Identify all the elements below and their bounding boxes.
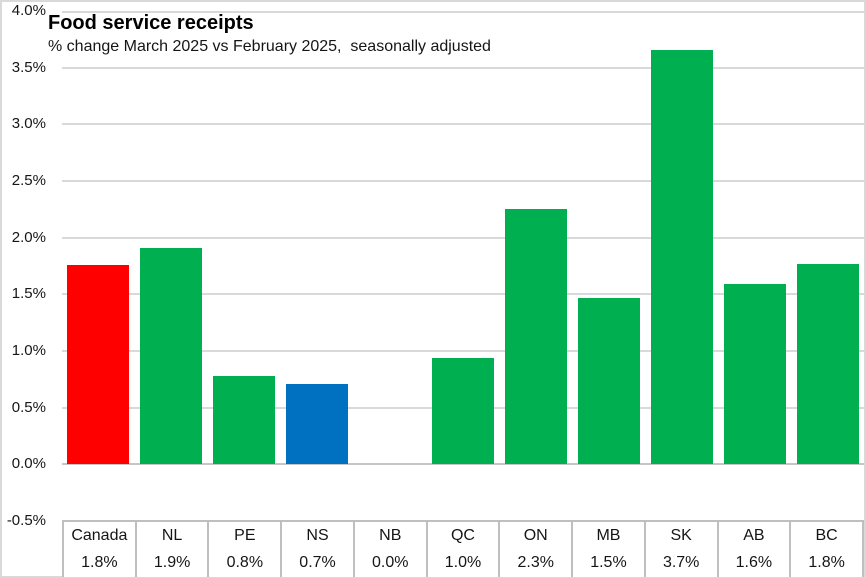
y-axis-tick-label: 0.0%	[11, 455, 46, 473]
table-category-bc: BC	[791, 522, 864, 550]
table-value-qc: 1.0%	[428, 549, 501, 577]
table-category-mb: MB	[573, 522, 646, 550]
x-axis-zero-line	[62, 463, 864, 466]
bar-on	[504, 209, 567, 465]
y-axis-tick-label: 4.0%	[11, 2, 46, 19]
table-category-ab: AB	[719, 522, 792, 550]
bar-sk	[650, 49, 713, 465]
table-category-nl: NL	[137, 522, 210, 550]
chart-title: Food service receipts	[48, 12, 254, 34]
bar-mb	[577, 297, 640, 465]
table-category-ns: NS	[282, 522, 355, 550]
data-table: Canada NL PE NS NB QC ON MB SK AB BC 1.8% 1.9% 0.8% 0.…	[62, 520, 864, 577]
y-axis-tick-label: 0.5%	[11, 398, 46, 416]
gridline	[62, 236, 864, 239]
table-value-nb: 0.0%	[355, 549, 428, 577]
table-value-sk: 3.7%	[646, 549, 719, 577]
table-value-on: 2.3%	[500, 549, 574, 577]
table-value-nl: 1.9%	[137, 549, 210, 577]
y-axis-tick-label: 3.5%	[11, 58, 46, 76]
y-axis-tick-label: 1.5%	[11, 285, 46, 303]
table-value-ab: 1.6%	[719, 549, 792, 577]
gridline	[62, 180, 864, 182]
gridline	[62, 11, 864, 13]
chart-subtitle: % change March 2025 vs February 2025, se…	[48, 38, 491, 55]
bar-ns	[286, 383, 349, 465]
bar-ab	[723, 284, 786, 465]
gridline	[62, 123, 864, 126]
table-category-on: ON	[500, 522, 574, 550]
table-value-ns: 0.7%	[282, 549, 355, 577]
y-axis-tick-label: -0.5%	[6, 512, 46, 529]
y-axis-tick-label: 3.0%	[11, 115, 46, 133]
gridline	[62, 350, 864, 352]
gridline	[62, 293, 864, 296]
bar-qc	[432, 357, 494, 465]
bar-pe	[213, 375, 276, 465]
table-category-pe: PE	[209, 522, 283, 550]
plot-area	[62, 11, 864, 522]
bar-canada	[67, 264, 130, 465]
table-value-pe: 0.8%	[209, 549, 283, 577]
table-category-nb: NB	[355, 522, 428, 550]
y-axis-tick-label: 2.5%	[11, 172, 46, 189]
table-value-bc: 1.8%	[791, 549, 864, 577]
table-category-canada: Canada	[64, 522, 137, 550]
y-axis-tick-label: 2.0%	[11, 228, 46, 246]
table-category-qc: QC	[428, 522, 501, 550]
table-value-canada: 1.8%	[64, 549, 137, 577]
chart-header: Food service receipts % change March 202…	[48, 10, 491, 57]
bar-nl	[140, 247, 203, 465]
y-axis-tick-label: 1.0%	[11, 342, 46, 359]
table-value-mb: 1.5%	[573, 549, 646, 577]
bar-bc	[796, 263, 859, 465]
table-category-sk: SK	[646, 522, 719, 550]
gridline	[62, 66, 864, 69]
